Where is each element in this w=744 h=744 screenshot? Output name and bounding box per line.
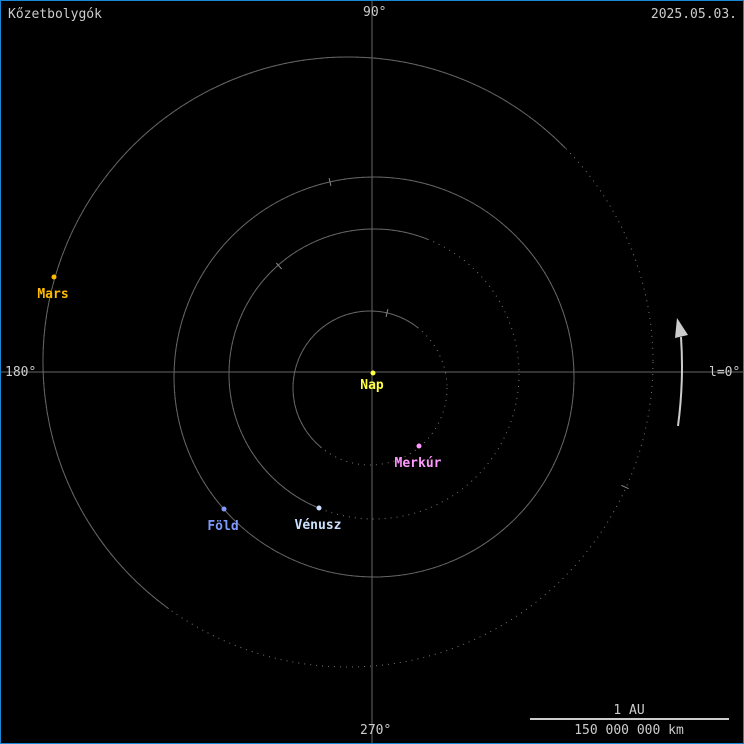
diagram-title: Kőzetbolygók — [8, 7, 102, 22]
orbit-venus — [228, 228, 429, 509]
orbit-mercury-tick — [385, 308, 389, 318]
orbit-venus-tick — [275, 262, 283, 270]
label-sun: Nap — [360, 378, 384, 393]
axis-label-270: 270° — [360, 723, 392, 738]
axis-label-0: l=0° — [709, 365, 741, 380]
date-label: 2025.05.03. — [650, 7, 737, 22]
earth-marker[interactable] — [221, 506, 227, 512]
orbit-earth — [173, 176, 575, 578]
mercury-marker[interactable] — [416, 443, 422, 449]
label-venus: Vénusz — [294, 518, 342, 533]
orbit-mars — [42, 56, 566, 610]
label-mars: Mars — [37, 287, 69, 302]
sun-marker[interactable] — [370, 370, 376, 376]
axis-label-90: 90° — [363, 5, 387, 20]
scale-label-km: 150 000 000 km — [574, 723, 684, 738]
label-earth: Föld — [207, 519, 239, 534]
orbit-mercury — [292, 310, 419, 449]
orbit-venus-dotted — [228, 228, 520, 520]
orbit-mercury-dotted — [292, 310, 448, 466]
scale-label-au: 1 AU — [613, 703, 645, 718]
orbit-mars-tick — [621, 484, 629, 490]
axis-label-180: 180° — [5, 365, 37, 380]
orbit-earth-dotted — [173, 176, 575, 578]
mars-marker[interactable] — [51, 274, 57, 280]
direction-arrow-icon — [675, 318, 688, 427]
orbit-earth-tick — [328, 177, 332, 187]
label-mercury: Merkúr — [394, 456, 442, 471]
orbit-mars-dotted — [42, 56, 654, 668]
venus-marker[interactable] — [316, 505, 322, 511]
